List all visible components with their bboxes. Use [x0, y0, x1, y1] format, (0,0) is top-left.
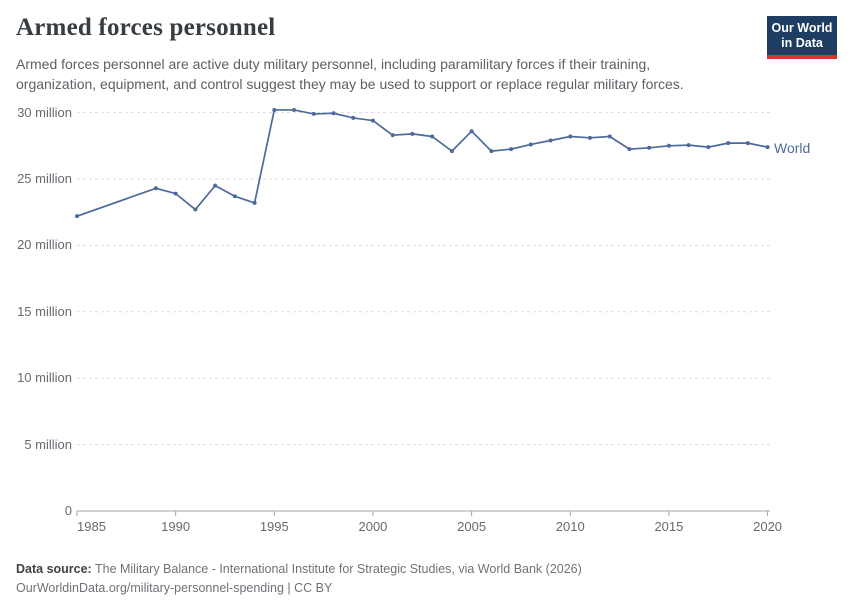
y-tick-label: 0	[64, 503, 72, 518]
data-point-marker	[706, 145, 711, 150]
series-label-world: World	[774, 140, 811, 156]
data-point-marker	[232, 194, 237, 199]
data-point-marker	[153, 186, 158, 191]
data-point-marker	[726, 141, 731, 146]
data-point-marker	[173, 191, 178, 196]
y-tick-label: 15 million	[17, 303, 72, 319]
data-point-marker	[509, 147, 514, 152]
data-point-marker	[331, 111, 336, 116]
y-tick-label: 5 million	[24, 436, 72, 452]
data-point-marker	[469, 129, 474, 134]
data-point-marker	[588, 135, 593, 140]
x-tick-label: 2010	[555, 519, 585, 534]
data-point-marker	[292, 107, 297, 112]
y-tick-label: 10 million	[17, 370, 72, 386]
data-point-marker	[351, 115, 356, 120]
data-point-marker	[213, 183, 218, 188]
data-point-marker	[686, 143, 691, 148]
owid-logo-line1: Our World	[771, 21, 833, 35]
data-point-marker	[548, 138, 553, 143]
owid-logo-line2: in Data	[781, 36, 823, 50]
x-tick-label: 2005	[457, 519, 487, 534]
data-point-marker	[528, 142, 533, 147]
data-point-marker	[666, 143, 671, 148]
data-point-marker	[607, 134, 612, 139]
data-source-value: The Military Balance - International Ins…	[94, 561, 582, 576]
x-tick-label: 1985	[77, 519, 106, 534]
x-tick-label: 2015	[654, 519, 684, 534]
data-source-label: Data source:	[16, 561, 92, 576]
y-tick-label: 25 million	[17, 171, 72, 186]
x-tick-label: 2020	[753, 519, 783, 534]
data-point-marker	[193, 207, 198, 212]
data-point-marker	[75, 214, 79, 219]
data-point-marker	[627, 147, 632, 152]
data-point-marker	[430, 134, 435, 139]
data-point-marker	[390, 133, 395, 138]
data-point-marker	[449, 149, 454, 154]
data-point-marker	[252, 200, 257, 205]
data-source-line: Data source: The Military Balance - Inte…	[16, 561, 582, 577]
license-line: OurWorldinData.org/military-personnel-sp…	[16, 580, 333, 595]
data-point-marker	[311, 111, 316, 116]
owid-logo: Our World in Data	[767, 16, 837, 59]
data-point-marker	[647, 145, 652, 150]
x-tick-label: 1995	[259, 519, 289, 534]
data-point-marker	[745, 141, 750, 146]
data-point-marker	[272, 107, 277, 112]
x-tick-label: 1990	[161, 519, 191, 534]
data-point-marker	[410, 131, 415, 136]
y-tick-label: 20 million	[17, 237, 72, 253]
chart-subtitle: Armed forces personnel are active duty m…	[16, 56, 684, 92]
data-point-marker	[765, 145, 770, 150]
x-tick-label: 2000	[358, 519, 388, 534]
world-series-line	[76, 109, 769, 218]
page-title: Armed forces personnel	[16, 14, 276, 41]
data-point-marker	[568, 134, 573, 139]
y-tick-label: 30 million	[17, 104, 72, 120]
data-point-marker	[370, 118, 375, 123]
data-point-marker	[489, 149, 494, 154]
